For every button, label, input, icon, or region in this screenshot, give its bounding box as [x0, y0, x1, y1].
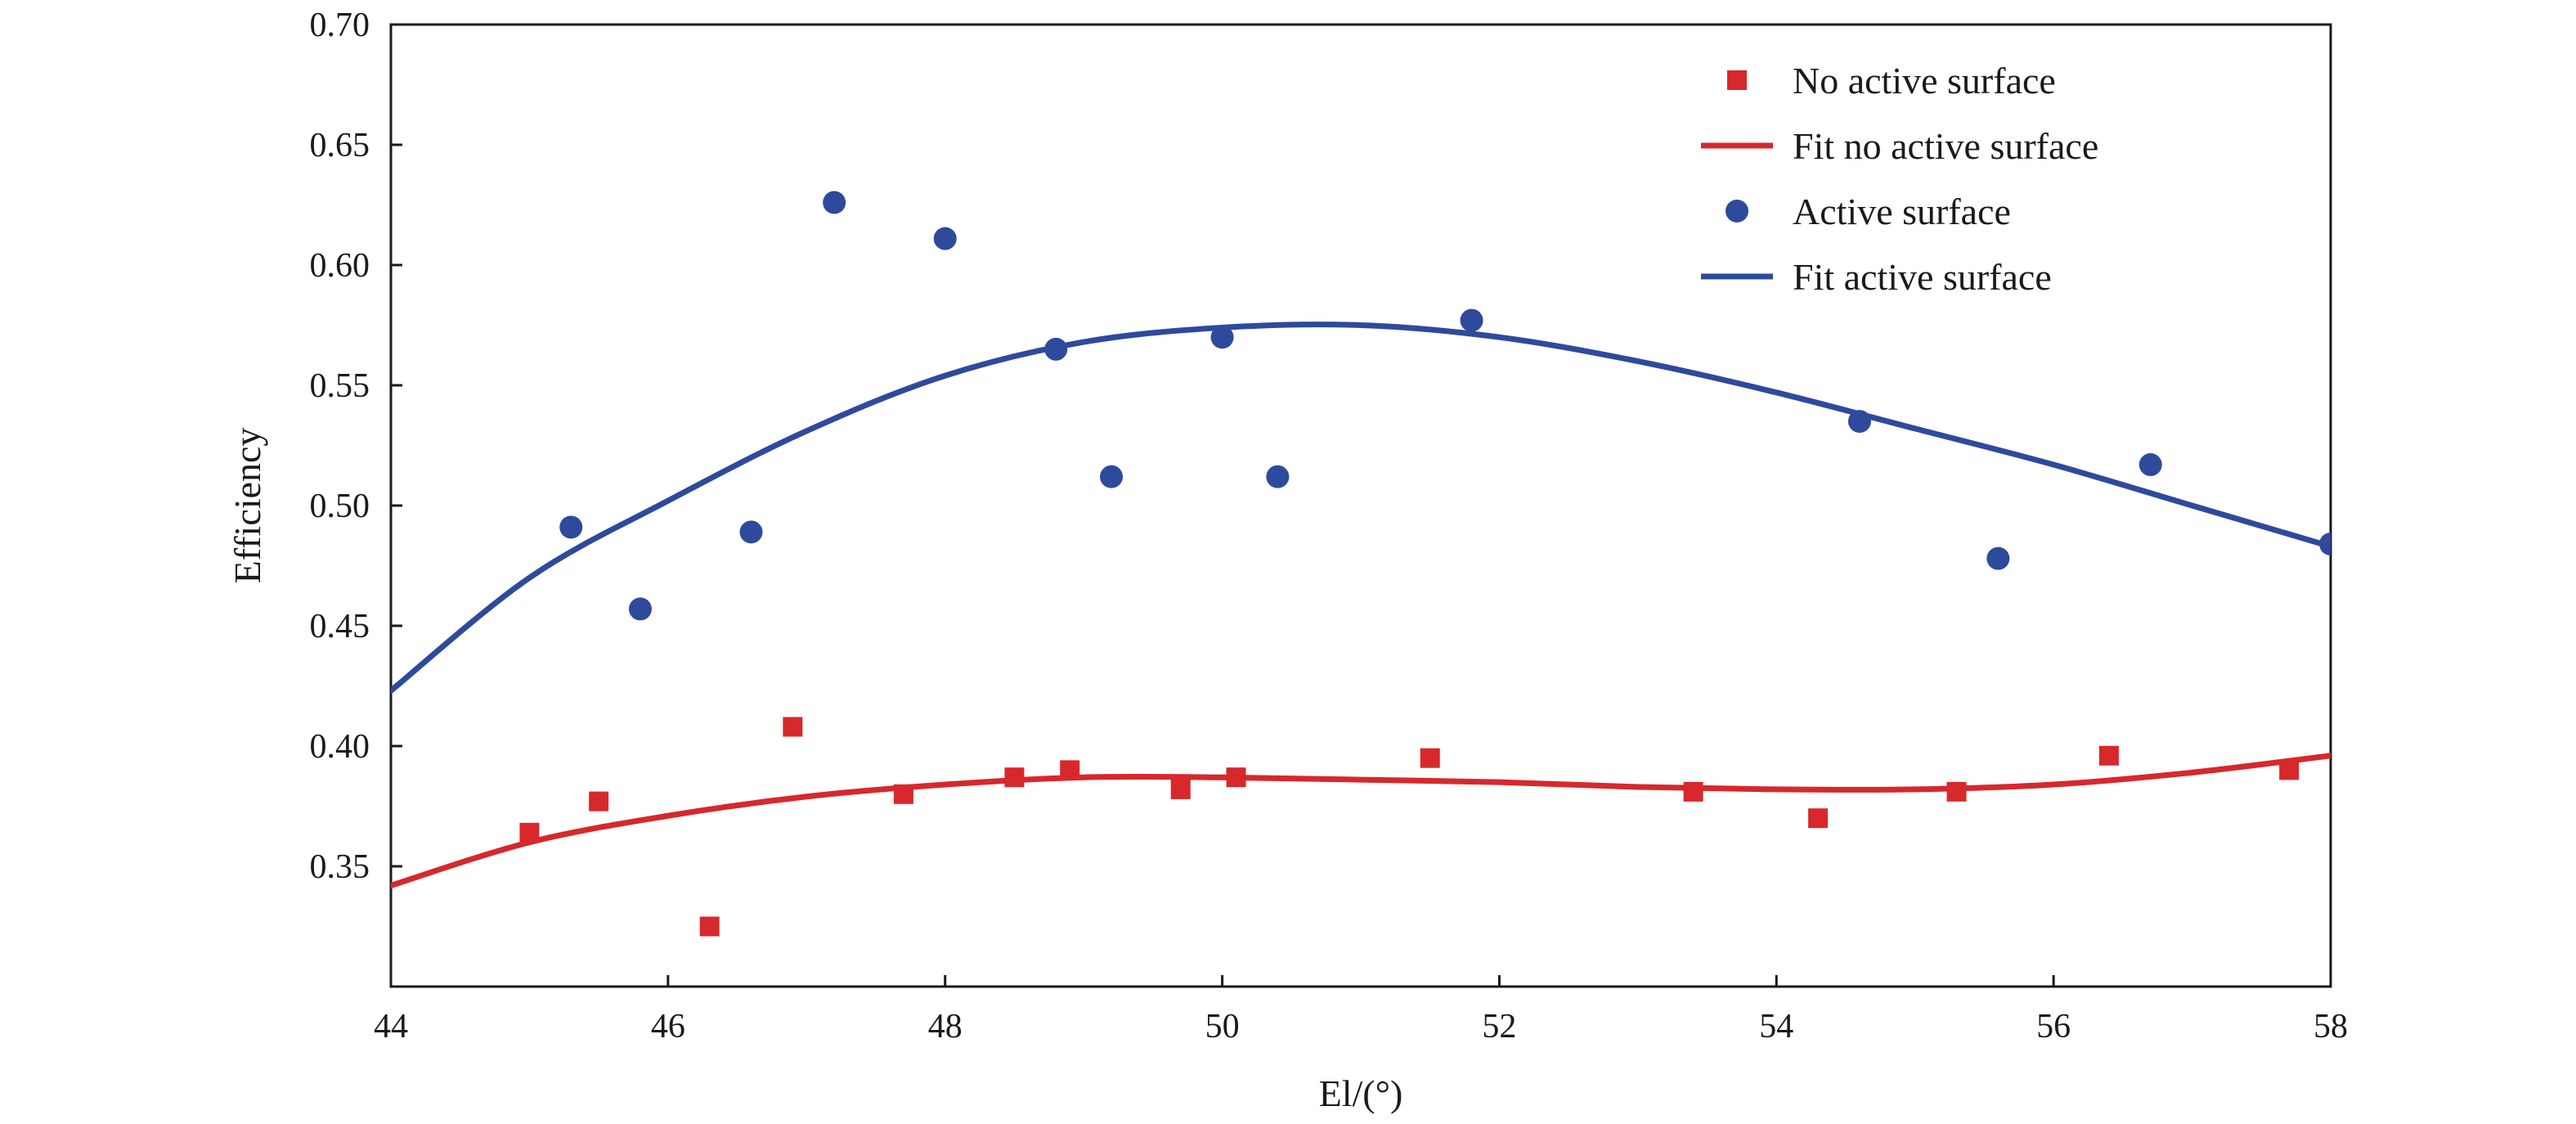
fit-line	[391, 321, 2331, 694]
x-tick-label: 52	[1482, 1008, 1516, 1045]
data-point	[933, 227, 957, 250]
legend-label: Active surface	[1793, 191, 2011, 232]
y-tick-label: 0.55	[310, 367, 370, 405]
data-point	[1060, 760, 1080, 780]
y-tick-label: 0.35	[310, 848, 370, 886]
series-layer	[391, 191, 2331, 937]
y-tick-label: 0.40	[310, 728, 370, 766]
legend-item: Fit no active surface	[1701, 125, 2098, 167]
data-point	[1210, 326, 1234, 349]
data-point	[1420, 748, 1440, 768]
plot-area-frame	[389, 23, 2332, 988]
data-point	[559, 515, 583, 539]
y-tick-label: 0.45	[310, 608, 370, 645]
y-axis: 0.35 0.40 0.45 0.50 0.55 0.60 0.65 0.70	[310, 7, 402, 886]
x-tick-label: 56	[2036, 1008, 2071, 1045]
y-tick-label: 0.65	[310, 127, 370, 164]
data-point	[1847, 410, 1871, 434]
data-point	[628, 597, 652, 621]
series-no-active-surface	[519, 717, 2300, 937]
y-tick-label: 0.70	[310, 7, 370, 44]
data-point	[1170, 779, 1191, 799]
series-fit-no-active-surface	[391, 753, 2331, 889]
legend-item: Active surface	[1726, 191, 2011, 232]
x-tick-label: 50	[1205, 1008, 1240, 1045]
data-point	[783, 717, 803, 737]
data-point	[1808, 808, 1829, 829]
data-point	[1004, 767, 1025, 788]
legend-label: Fit no active surface	[1793, 125, 2098, 167]
legend-label: No active surface	[1793, 60, 2056, 101]
legend-square-swatch	[1727, 70, 1747, 90]
series-fit-active-surface	[391, 321, 2331, 694]
data-point	[823, 191, 846, 214]
x-tick-label: 46	[651, 1008, 685, 1045]
legend-item: Fit active surface	[1701, 256, 2052, 298]
data-point	[519, 822, 540, 843]
x-axis: 44 46 48 50 52 54 56 58	[374, 975, 2348, 1045]
data-point	[2138, 453, 2162, 477]
data-point	[1986, 546, 2010, 570]
x-tick-label: 58	[2313, 1008, 2348, 1045]
y-axis-title: Efficiency	[227, 428, 268, 584]
series-active-surface	[559, 191, 2331, 621]
fit-line	[391, 753, 2331, 889]
data-point	[1946, 781, 1967, 802]
data-point	[1044, 337, 1068, 361]
legend-item: No active surface	[1727, 60, 2056, 101]
y-tick-label: 0.50	[310, 488, 370, 525]
data-point	[1226, 767, 1246, 788]
data-point	[2098, 745, 2119, 766]
legend-circle-swatch	[1726, 200, 1748, 223]
data-point	[739, 520, 763, 544]
data-point	[699, 916, 720, 937]
x-tick-label: 54	[1759, 1008, 1793, 1045]
data-point	[1266, 465, 1290, 488]
data-point	[1683, 781, 1703, 802]
data-point	[1460, 308, 1483, 332]
y-tick-label: 0.60	[310, 247, 370, 285]
x-tick-label: 44	[374, 1008, 408, 1045]
data-point	[589, 791, 609, 812]
data-point	[1100, 465, 1124, 488]
data-point	[2279, 760, 2300, 780]
legend-label: Fit active surface	[1793, 256, 2052, 298]
data-point	[893, 784, 913, 804]
legend: No active surface Fit no active surface Ac…	[1701, 60, 2098, 298]
x-axis-title: El/(°)	[1319, 1072, 1403, 1114]
data-point	[2319, 533, 2331, 556]
x-tick-label: 48	[928, 1008, 963, 1045]
